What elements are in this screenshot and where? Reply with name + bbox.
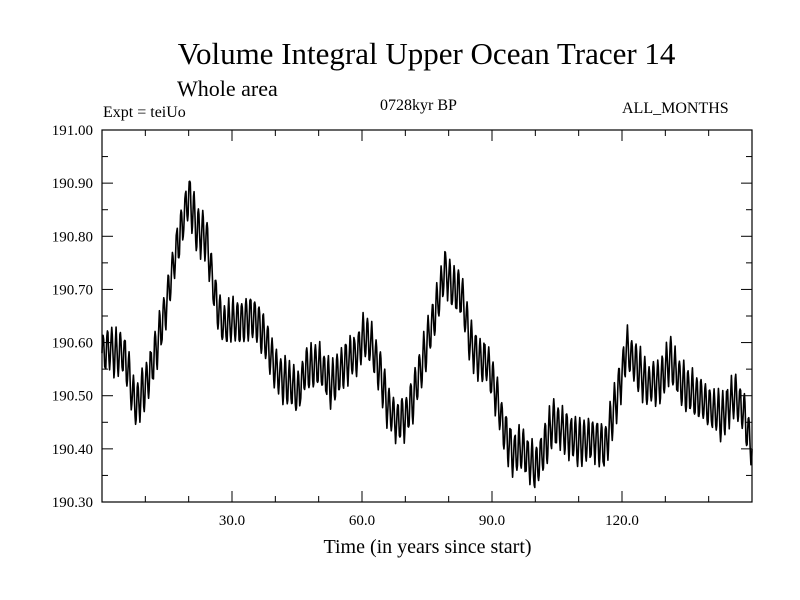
series-line [101,180,753,489]
x-tick-label: 60.0 [349,513,375,529]
y-tick-label: 190.70 [52,282,93,298]
y-tick-label: 190.40 [52,442,93,458]
chart-subtitle: Whole area [177,76,278,101]
period-label: 0728kyr BP [380,97,457,114]
y-tick-label: 190.50 [52,389,93,405]
experiment-label: Expt = teiUo [103,104,186,121]
chart-title: Volume Integral Upper Ocean Tracer 14 [177,36,676,71]
x-tick-label: 90.0 [479,513,505,529]
y-tick-label: 190.30 [52,495,93,511]
months-label: ALL_MONTHS [622,100,729,117]
plot-frame [101,129,753,503]
y-tick-label: 191.00 [52,123,93,139]
y-tick-label: 190.60 [52,336,93,352]
y-tick-label: 190.90 [52,176,93,192]
x-tick-label: 30.0 [219,513,245,529]
x-tick-label: 120.0 [605,513,639,529]
y-tick-label: 190.80 [52,229,93,245]
x-axis-label: Time (in years since start) [323,536,532,558]
